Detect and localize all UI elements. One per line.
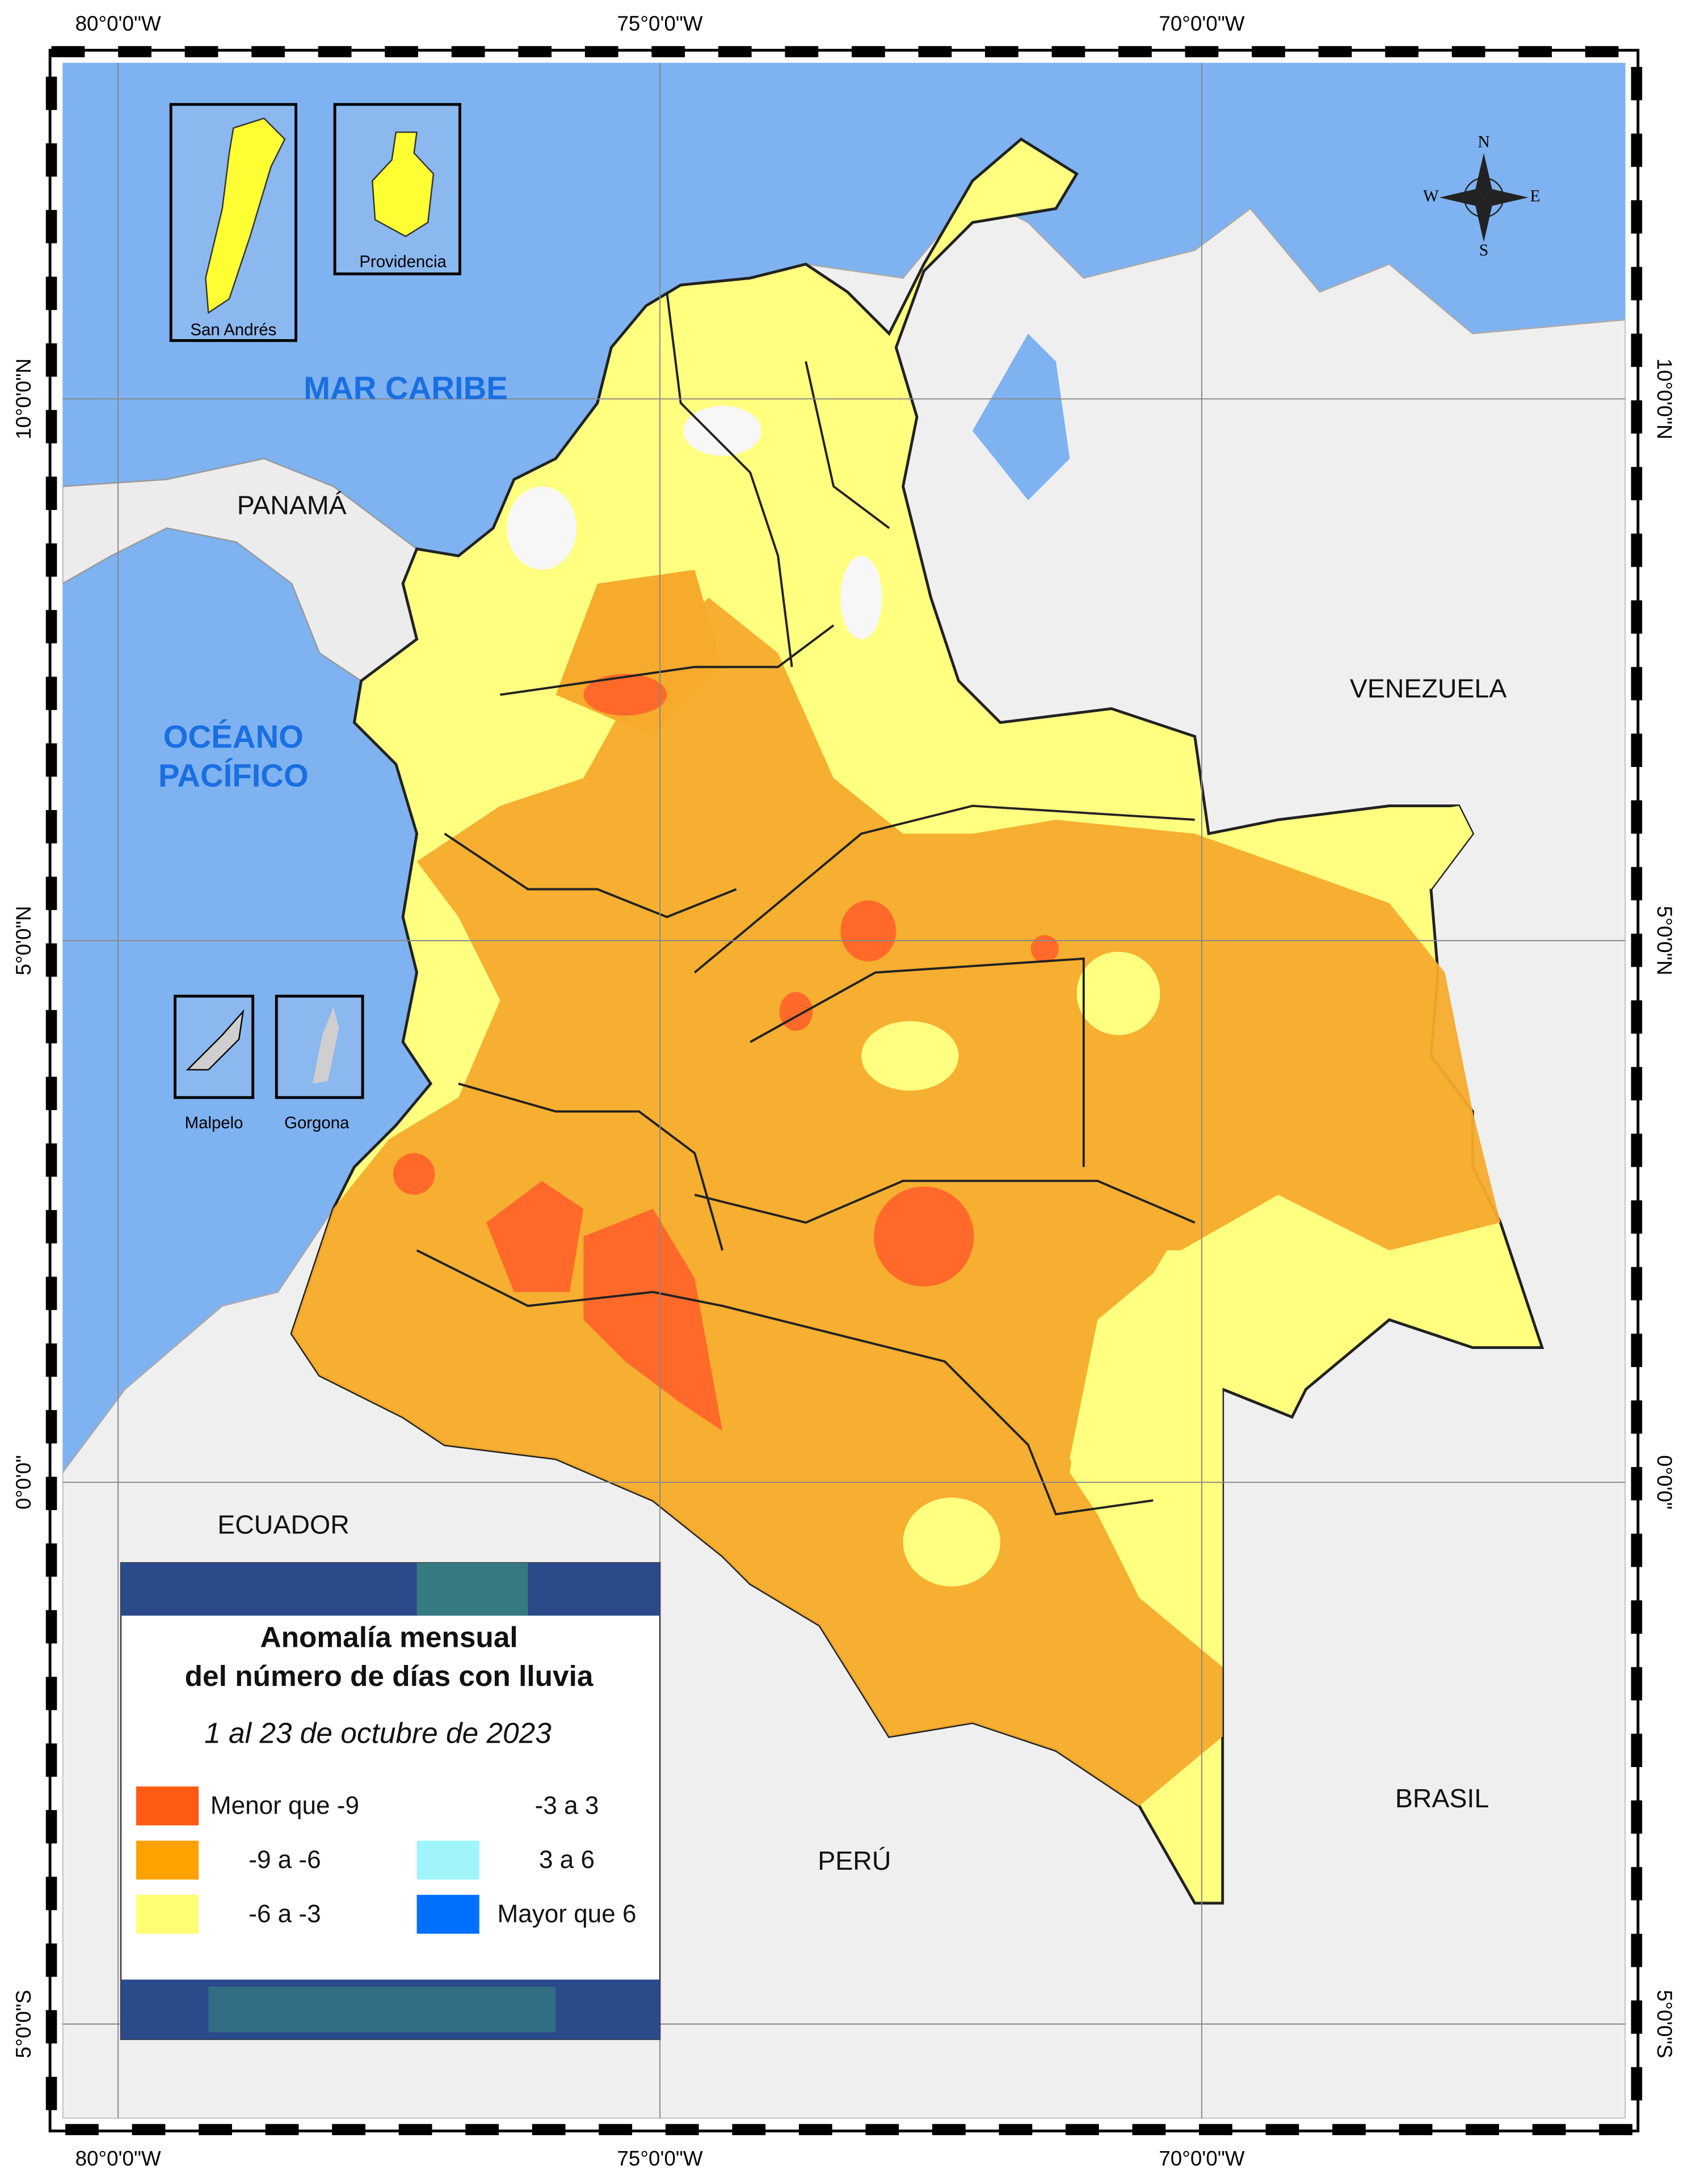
longitude-label: 70°0'0"W [1159, 2147, 1244, 2170]
anomaly-6-3-patch [903, 1497, 1000, 1587]
legend-swatch [416, 1840, 479, 1880]
legend-swatch [136, 1895, 199, 1934]
longitude-label: 70°0'0"W [1159, 12, 1244, 35]
legend-footer-band [208, 1986, 556, 2033]
country-label: VENEZUELA [1350, 674, 1507, 703]
legend-label: -6 a -3 [249, 1900, 321, 1928]
legend-swatch [416, 1786, 479, 1825]
compass-ring [1463, 177, 1504, 218]
sea-label: PACÍFICO [158, 758, 309, 794]
longitude-label: 80°0'0"W [75, 12, 161, 35]
inset-island [371, 131, 435, 238]
latitude-label: 5°0'0"S [1653, 1990, 1676, 2058]
compass-rose: N S E W [1423, 133, 1540, 259]
anomaly-less-9 [393, 1153, 435, 1195]
latitude-label: 10°0'0"N [12, 359, 35, 440]
compass-label: W [1423, 187, 1439, 205]
anomaly-less-9 [779, 992, 813, 1031]
anomaly-3-3-patch [840, 555, 882, 639]
anomaly-6-3-patch [861, 1021, 959, 1091]
compass-point [1475, 197, 1492, 242]
legend-title: del número de días con lluvia [185, 1659, 593, 1692]
compass-point [1475, 153, 1492, 198]
longitude-label: 80°0'0"W [75, 2147, 161, 2170]
legend-label: Menor que -9 [211, 1792, 359, 1820]
country-label: PANAMÁ [237, 490, 347, 520]
legend-box [120, 1562, 661, 2040]
anomaly-less-9 [583, 1208, 723, 1431]
longitude-label: 75°0'0"W [617, 2147, 703, 2170]
legend-swatch [416, 1895, 479, 1934]
latitude-label: 0°0'0" [1653, 1455, 1676, 1510]
compass-label: N [1477, 133, 1489, 151]
border [444, 832, 737, 918]
anomaly-less-9 [840, 900, 896, 962]
compass-label: S [1479, 241, 1488, 259]
inset-island [312, 1007, 339, 1084]
anomaly-6-3-patch [1076, 951, 1160, 1035]
anomaly-6-3-vichada [1375, 806, 1473, 889]
legend: Anomalía mensual del número de días con … [120, 1562, 661, 2040]
border [694, 1179, 1196, 1224]
anomaly-less-9 [1030, 935, 1059, 963]
inset-label: Gorgona [284, 1114, 350, 1132]
anomaly-6-3-east [1070, 1250, 1223, 1667]
inset-label: San Andrés [190, 321, 276, 339]
border [666, 292, 793, 667]
border [750, 957, 1085, 1167]
border [458, 1082, 724, 1251]
legend-label: -3 a 3 [535, 1792, 599, 1820]
legend-title: Anomalía mensual [260, 1620, 517, 1653]
compass-point [1439, 189, 1484, 206]
latitude-label: 5°0'0"N [1653, 906, 1676, 976]
anomaly-3-3-patch [683, 406, 761, 456]
legend-header-band [121, 1563, 660, 1616]
border [694, 804, 1195, 973]
inset-frame [174, 994, 255, 1099]
inset-island [205, 117, 286, 314]
latitude-label: 0°0'0" [12, 1455, 35, 1510]
country-label: ECUADOR [217, 1510, 350, 1540]
country-label: PERÚ [818, 1846, 891, 1875]
legend-label: 3 a 6 [539, 1846, 595, 1874]
anomaly-less-9 [583, 673, 667, 716]
legend-swatch [136, 1840, 199, 1880]
legend-swatch [136, 1786, 199, 1825]
border [805, 361, 890, 529]
border [500, 624, 835, 696]
inset-label: Malpelo [185, 1114, 243, 1132]
lake-maracaibo [972, 334, 1070, 500]
longitude-label: 75°0'0"W [617, 12, 703, 35]
sea-label: OCÉANO [163, 719, 304, 754]
legend-label: -9 a -6 [249, 1846, 321, 1874]
latitude-label: 5°0'0"S [12, 1990, 35, 2058]
anomaly-3-3-patch [507, 486, 577, 570]
anomaly-less-9 [486, 1180, 584, 1292]
compass-point [1484, 189, 1529, 206]
sea-label: MAR CARIBE [304, 370, 508, 406]
inset-island [186, 1009, 245, 1071]
country-label: BRASIL [1395, 1784, 1489, 1813]
latitude-label: 10°0'0"N [1653, 359, 1676, 440]
legend-period: 1 al 23 de octubre de 2023 [204, 1716, 552, 1749]
compass-label: E [1530, 187, 1540, 205]
border [416, 1249, 1154, 1516]
legend-header-band [416, 1563, 528, 1616]
graticule [62, 62, 1626, 2119]
anomaly-less-9 [874, 1186, 974, 1287]
legend-label: Mayor que 6 [498, 1900, 637, 1928]
department-borders [416, 292, 1196, 1516]
latitude-label: 5°0'0"N [12, 906, 35, 976]
frame-ticks [45, 46, 1643, 2135]
inset-label: Providencia [359, 252, 447, 271]
